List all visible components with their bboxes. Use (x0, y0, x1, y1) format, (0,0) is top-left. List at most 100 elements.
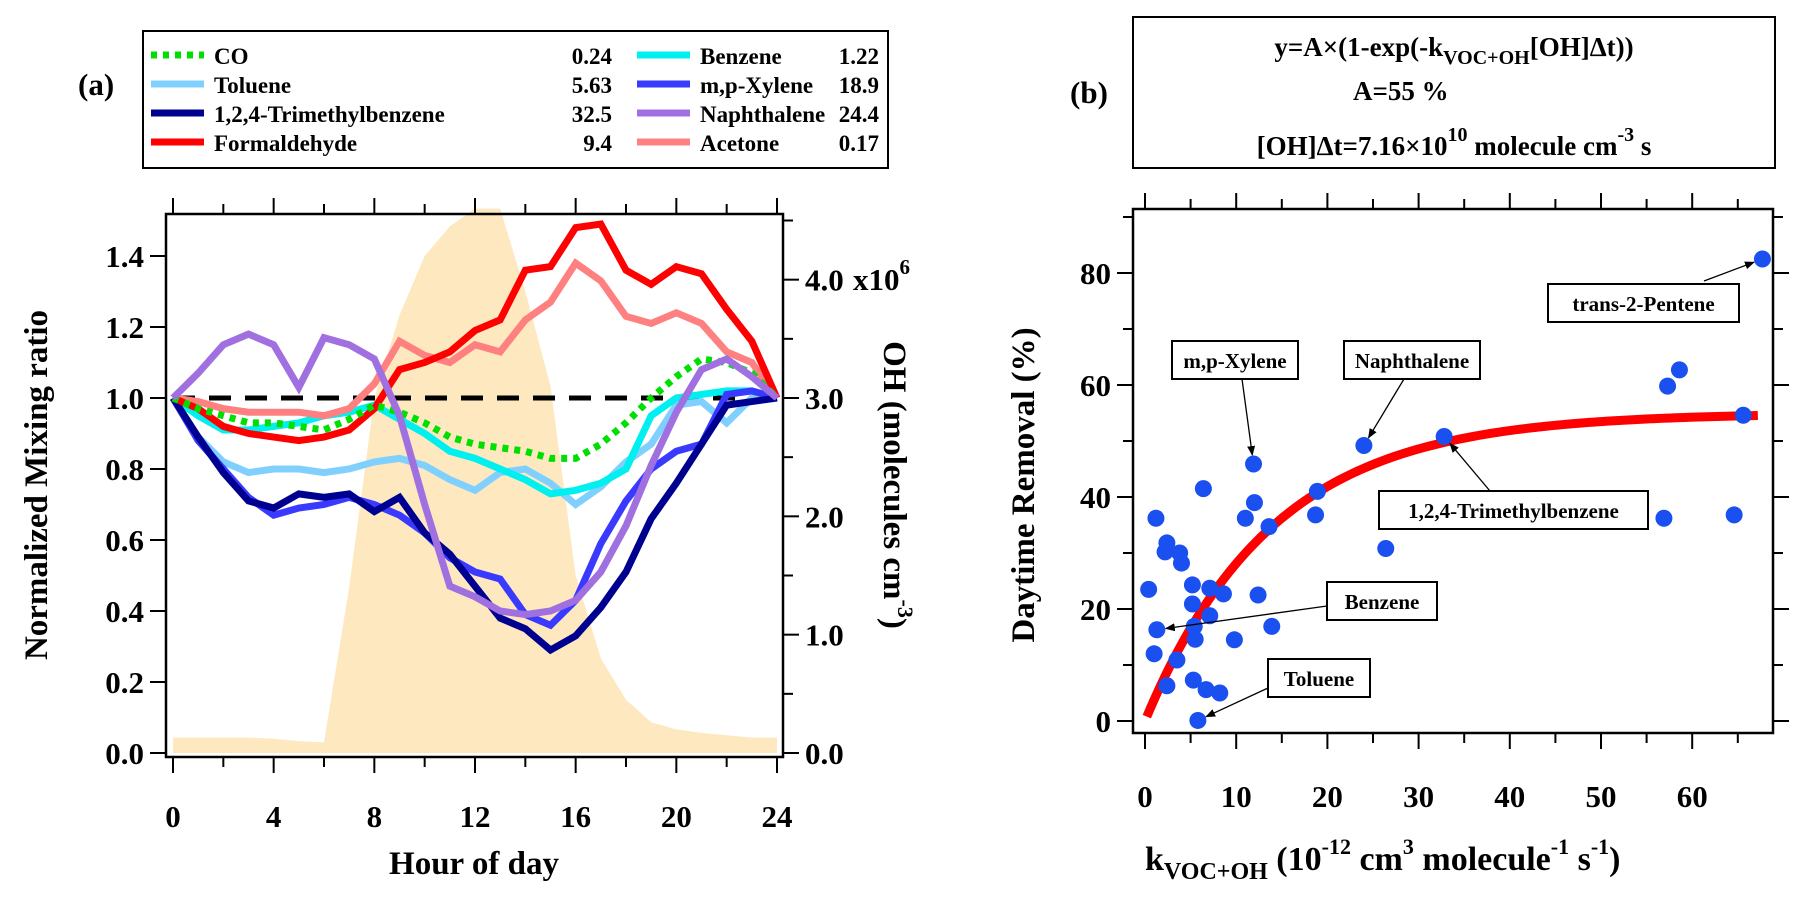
y2-tick-label: 1.0 (805, 618, 844, 653)
x-tick-label: 4 (266, 799, 282, 834)
scatter-point (1670, 361, 1688, 379)
annotation-box (1547, 283, 1740, 323)
scatter-point (1156, 543, 1174, 561)
legend-label: Toluene (214, 73, 291, 98)
equation-line-3: [OH]Δt=7.16×1010 molecule cm-3 s (1257, 124, 1652, 161)
y-tick-label: 0.0 (105, 736, 144, 771)
annotation-label: 1,2,4-Trimethylbenzene (1408, 499, 1619, 523)
x-tick-label: 60 (1677, 779, 1708, 814)
scatter-point-benzene (1148, 621, 1166, 639)
annotation-label: Benzene (1345, 590, 1420, 614)
annotation-box (1343, 340, 1481, 380)
legend-label: Formaldehyde (214, 131, 357, 156)
annotation-toluene: Toluene (1205, 658, 1371, 718)
x-tick-label: 50 (1586, 779, 1617, 814)
legend-item-formaldehyde: Formaldehyde 9.4 (151, 131, 613, 156)
legend-frame (142, 30, 889, 169)
annotation-label: Toluene (1284, 667, 1354, 691)
y-axis-b: 0 20 40 60 80 (1080, 216, 1789, 739)
scatter-point (1147, 509, 1165, 527)
legend-item-toluene: Toluene 5.63 (151, 73, 612, 98)
annotation-box (1378, 490, 1649, 530)
x-tick-label: 30 (1403, 779, 1434, 814)
legend-item-naphthalene: Naphthalene 24.4 (637, 102, 880, 127)
series-line-acetone (172, 258, 780, 420)
x-tick-label: 40 (1494, 779, 1525, 814)
legend-label: 1,2,4-Trimethylbenzene (214, 102, 445, 127)
legend-a: CO 0.24 Benzene 1.22 Toluene 5.63 m,p-Xylene 18… (142, 30, 889, 169)
legend-k-value: 0.24 (572, 44, 613, 69)
scatter-point (1236, 509, 1254, 527)
y-axis-title-b: Daytime Removal (%) (1006, 327, 1042, 642)
legend-label: Acetone (700, 131, 779, 156)
oh-area (173, 208, 777, 753)
scatter-point (1145, 645, 1163, 663)
legend-item-benzene: Benzene 1.22 (637, 44, 879, 69)
y-tick-label: 1.2 (105, 310, 144, 345)
scatter-point (1734, 406, 1752, 424)
y-tick-label: 0.8 (105, 452, 144, 487)
y-tick-label: 20 (1080, 592, 1111, 627)
y-axis-a: 0.0 0.2 0.4 0.6 0.8 1.0 1.2 1.4 (105, 239, 166, 771)
legend-k-value: 0.17 (839, 131, 879, 156)
scatter-point (1214, 585, 1232, 603)
x-axis-b: 0 10 20 30 40 50 60 (1137, 193, 1739, 814)
y-tick-label: 0.6 (105, 523, 144, 558)
scatter-point (1172, 554, 1190, 572)
y-tick-label: 0.4 (105, 594, 144, 629)
legend-k-value: 5.63 (572, 73, 612, 98)
y-tick-label: 60 (1080, 368, 1111, 403)
x-tick-label: 12 (460, 799, 491, 834)
scatter-point-naphthalene (1355, 436, 1373, 454)
y2-tick-label: 2.0 (805, 499, 844, 534)
series-line-m-p-xylene (169, 387, 778, 630)
series-line-naphthalene (170, 330, 780, 619)
legend-label: Naphthalene (700, 102, 825, 127)
equation-line-1: y=A×(1-exp(-kVOC+OH[OH]Δt)) (1274, 32, 1633, 69)
annotation-arrow (1449, 442, 1491, 492)
series-lines-layer (169, 220, 781, 655)
annotation-arrow (1367, 378, 1405, 439)
annotation-box (1326, 581, 1438, 621)
annotations-layer: m,p-Xylene Naphthalene trans-2-Pentene 1,2,… (1164, 261, 1755, 718)
annotation-box (1267, 658, 1371, 698)
legend-item-acetone: Acetone 0.17 (637, 131, 879, 156)
scatter-point (1659, 377, 1677, 395)
x-axis-title-b: kVOC+OH (10-12 cm3 molecule-1 s-1) (1145, 834, 1621, 885)
scatter-point (1186, 630, 1204, 648)
y2-axis-title-text: OH (molecules cm-3) (876, 341, 918, 629)
scatter-point (1249, 586, 1267, 604)
scatter-point (1184, 671, 1202, 689)
y2-tick-label: 3.0 (805, 381, 844, 416)
plot-frame-b (1131, 207, 1775, 735)
panel-b: m,p-Xylene Naphthalene trans-2-Pentene 1,2,… (1006, 16, 1789, 885)
legend-k-value: 1.22 (839, 44, 879, 69)
panel-a-label: (a) (78, 67, 114, 102)
scatter-points-layer (1140, 250, 1771, 729)
fit-curve-layer (1142, 411, 1758, 719)
scatter-point (1201, 579, 1219, 597)
scatter-point (1307, 506, 1325, 524)
x-tick-label: 16 (560, 799, 591, 834)
y2-tick-label: 4.0 (805, 263, 844, 298)
scatter-point (1655, 509, 1673, 527)
annotation-arrow (1241, 378, 1256, 457)
legend-label: CO (214, 44, 249, 69)
scatter-point (1225, 631, 1243, 649)
scatter-point (1260, 518, 1278, 536)
y-tick-label: 80 (1080, 256, 1111, 291)
y-tick-label: 0 (1096, 704, 1112, 739)
equation-line-2: A=55 % (1353, 76, 1449, 106)
legend-item-1-2-4-trimethylbenzene: 1,2,4-Trimethylbenzene 32.5 (151, 102, 612, 127)
panel-a: 0 4 8 12 16 20 24 0.0 0.2 0.4 0.6 0.8 1.0 1.2 1.4 0.0… (19, 30, 918, 882)
series-line-co (171, 355, 780, 462)
annotation-arrow (1205, 687, 1269, 718)
annotation-1-2-4-trimethylbenzene: 1,2,4-Trimethylbenzene (1378, 442, 1649, 530)
x-tick-label: 0 (1137, 779, 1153, 814)
scatter-point-trans-2-pentene (1753, 250, 1771, 268)
scatter-point-1-2-4-trimethylbenzene (1435, 428, 1453, 446)
scatter-point (1725, 506, 1743, 524)
annotation-naphthalene: Naphthalene (1343, 340, 1481, 439)
x-axis-a: 0 4 8 12 16 20 24 (165, 198, 793, 834)
